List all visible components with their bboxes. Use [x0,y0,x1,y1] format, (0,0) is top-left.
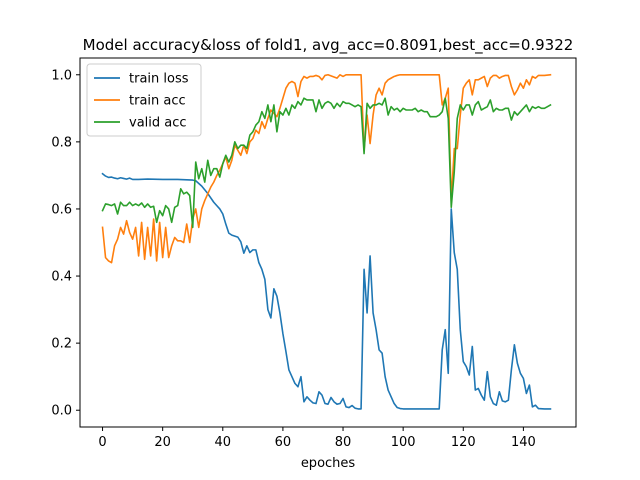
y-tick-label: 0.4 [51,270,72,285]
y-tick-label: 0.8 [51,135,72,150]
legend-label-train-loss: train loss [129,72,189,87]
series-line-train-acc [101,73,552,264]
x-axis-label: epoches [301,456,356,471]
plot-frame [79,57,577,428]
x-tick-label: 120 [451,435,476,450]
legend-label-train-acc: train acc [129,94,186,109]
series-line-valid-acc [101,97,552,229]
y-tick-label: 0.0 [51,404,72,419]
x-tick-label: 80 [335,435,352,450]
x-tick-label: 0 [98,435,106,450]
x-tick-label: 40 [215,435,232,450]
legend: train loss train acc valid acc [86,63,202,137]
chart-title: Model accuracy&loss of fold1, avg_acc=0.… [83,36,574,55]
plot-area [101,73,552,410]
series-layer [101,73,552,410]
legend-label-valid-acc: valid acc [129,116,187,131]
legend-box [86,63,202,137]
x-axis: 0 20 40 60 80 100 120 140 [98,427,536,450]
y-tick-label: 0.2 [51,337,72,352]
x-tick-label: 100 [391,435,416,450]
x-tick-label: 20 [154,435,171,450]
series-line-train-loss [101,172,552,410]
y-axis: 0.0 0.2 0.4 0.6 0.8 1.0 [51,68,80,419]
y-tick-label: 0.6 [51,202,72,217]
x-tick-label: 140 [511,435,536,450]
y-tick-label: 1.0 [51,68,72,83]
x-tick-label: 60 [275,435,292,450]
